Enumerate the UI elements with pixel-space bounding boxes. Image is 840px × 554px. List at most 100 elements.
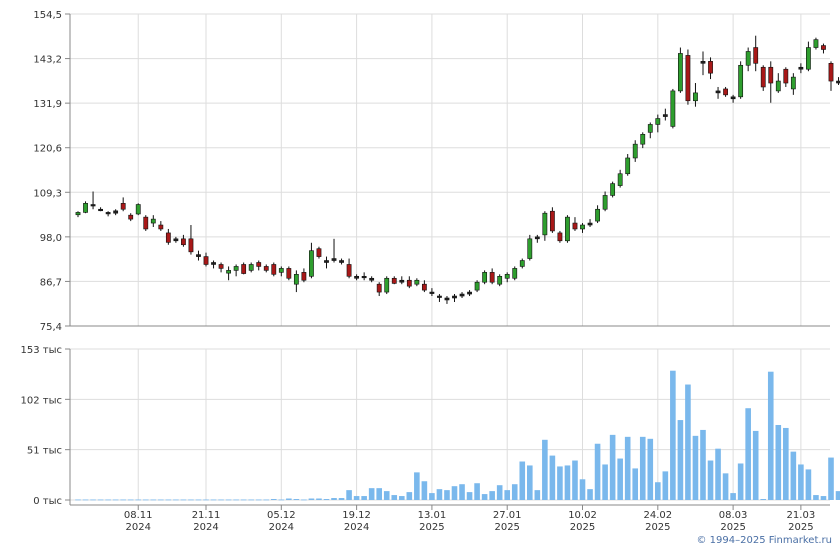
volume-bar bbox=[790, 451, 797, 500]
candle bbox=[346, 258, 352, 279]
candle bbox=[278, 266, 284, 277]
candle bbox=[181, 234, 186, 247]
volume-bar bbox=[737, 463, 744, 500]
volume-bar bbox=[647, 438, 654, 500]
candle-body bbox=[173, 238, 179, 242]
candle-body bbox=[708, 61, 713, 74]
candle-body bbox=[790, 76, 796, 90]
volume-bar bbox=[760, 499, 767, 500]
candle-body bbox=[625, 157, 631, 175]
candle bbox=[519, 258, 525, 269]
candle-body bbox=[542, 212, 548, 236]
candle-body bbox=[798, 66, 804, 70]
volume-bar bbox=[361, 496, 367, 500]
volume-bar bbox=[218, 499, 224, 501]
volume-bar bbox=[677, 420, 684, 500]
candle-body bbox=[263, 266, 269, 271]
candle-body bbox=[640, 134, 646, 145]
candle-body bbox=[135, 204, 141, 215]
candle bbox=[738, 61, 744, 99]
candle bbox=[655, 114, 661, 133]
candle bbox=[775, 73, 781, 93]
candle bbox=[783, 67, 789, 87]
volume-bar bbox=[752, 430, 759, 500]
candle-body bbox=[715, 90, 721, 94]
candle bbox=[150, 215, 156, 227]
volume-bar bbox=[188, 499, 194, 501]
volume-bar bbox=[670, 370, 676, 500]
volume-tick-label: 102 тыс bbox=[21, 395, 62, 406]
candle-body bbox=[181, 238, 186, 246]
candle bbox=[715, 86, 721, 99]
candle bbox=[753, 35, 759, 72]
candle bbox=[165, 228, 171, 245]
volume-bar bbox=[564, 465, 571, 500]
candle-body bbox=[211, 262, 216, 265]
candle-body bbox=[429, 291, 435, 294]
volume-bar bbox=[105, 499, 111, 501]
volume-bar bbox=[534, 490, 541, 500]
x-tick-label-year: 2025 bbox=[570, 522, 595, 533]
candle bbox=[625, 154, 631, 176]
candle-body bbox=[293, 274, 299, 285]
candle bbox=[527, 234, 533, 261]
candle-body bbox=[753, 47, 759, 64]
candle-body bbox=[226, 270, 231, 274]
x-tick-label-year: 2025 bbox=[494, 522, 519, 533]
candle-body bbox=[165, 232, 171, 243]
candle-body bbox=[143, 216, 149, 230]
candle-body bbox=[632, 143, 638, 159]
volume-bar bbox=[722, 473, 729, 500]
candle-body bbox=[188, 238, 194, 253]
candle bbox=[248, 262, 254, 273]
volume-bar bbox=[376, 488, 382, 500]
x-tick-label-year: 2024 bbox=[193, 522, 218, 533]
candle bbox=[459, 292, 465, 298]
volume-bar bbox=[180, 499, 187, 501]
candle bbox=[391, 276, 397, 285]
candle-body bbox=[150, 218, 156, 224]
candle-body bbox=[113, 210, 119, 214]
candle bbox=[632, 140, 638, 162]
candle bbox=[173, 236, 179, 243]
volume-bar bbox=[195, 499, 202, 501]
candle bbox=[806, 41, 811, 72]
volume-bar bbox=[700, 429, 706, 500]
candle-body bbox=[655, 118, 661, 125]
volume-bar bbox=[248, 499, 254, 501]
copyright-text[interactable]: © 1994–2025 Finmarket.ru bbox=[696, 535, 832, 546]
candle-body bbox=[278, 268, 284, 273]
volume-bar bbox=[173, 499, 179, 501]
volume-bar bbox=[504, 490, 511, 500]
candle bbox=[233, 264, 239, 277]
volume-bar bbox=[496, 485, 503, 500]
candle bbox=[75, 211, 81, 218]
volume-bar bbox=[527, 465, 533, 500]
candle bbox=[813, 37, 819, 50]
x-tick-label-date: 05.12 bbox=[267, 510, 296, 521]
candle-body bbox=[376, 283, 382, 293]
volume-bar bbox=[639, 436, 646, 500]
candle bbox=[557, 230, 563, 243]
price-y-ticks: 154,5 143,2 131,9 120,6 109,3 98,0 86,7 75,4 bbox=[33, 10, 70, 333]
candle bbox=[309, 242, 314, 279]
candle-body bbox=[534, 236, 540, 240]
candle bbox=[113, 209, 119, 216]
candle bbox=[158, 221, 164, 231]
x-tick-label-date: 08.11 bbox=[124, 510, 153, 521]
price-tick-label: 98,0 bbox=[40, 233, 62, 244]
x-tick-label-date: 10.02 bbox=[568, 510, 597, 521]
candle-body bbox=[610, 183, 616, 196]
volume-bar bbox=[414, 472, 420, 500]
candle bbox=[798, 63, 804, 74]
x-tick-label-year: 2024 bbox=[344, 522, 369, 533]
candle-body bbox=[248, 264, 254, 271]
candle bbox=[565, 215, 570, 243]
volume-bar bbox=[617, 458, 623, 500]
candle bbox=[444, 296, 450, 304]
candle bbox=[670, 88, 676, 129]
candle-body bbox=[617, 173, 623, 186]
candle-body bbox=[813, 39, 819, 48]
volume-bar bbox=[301, 499, 307, 501]
volume-bar bbox=[331, 498, 337, 500]
